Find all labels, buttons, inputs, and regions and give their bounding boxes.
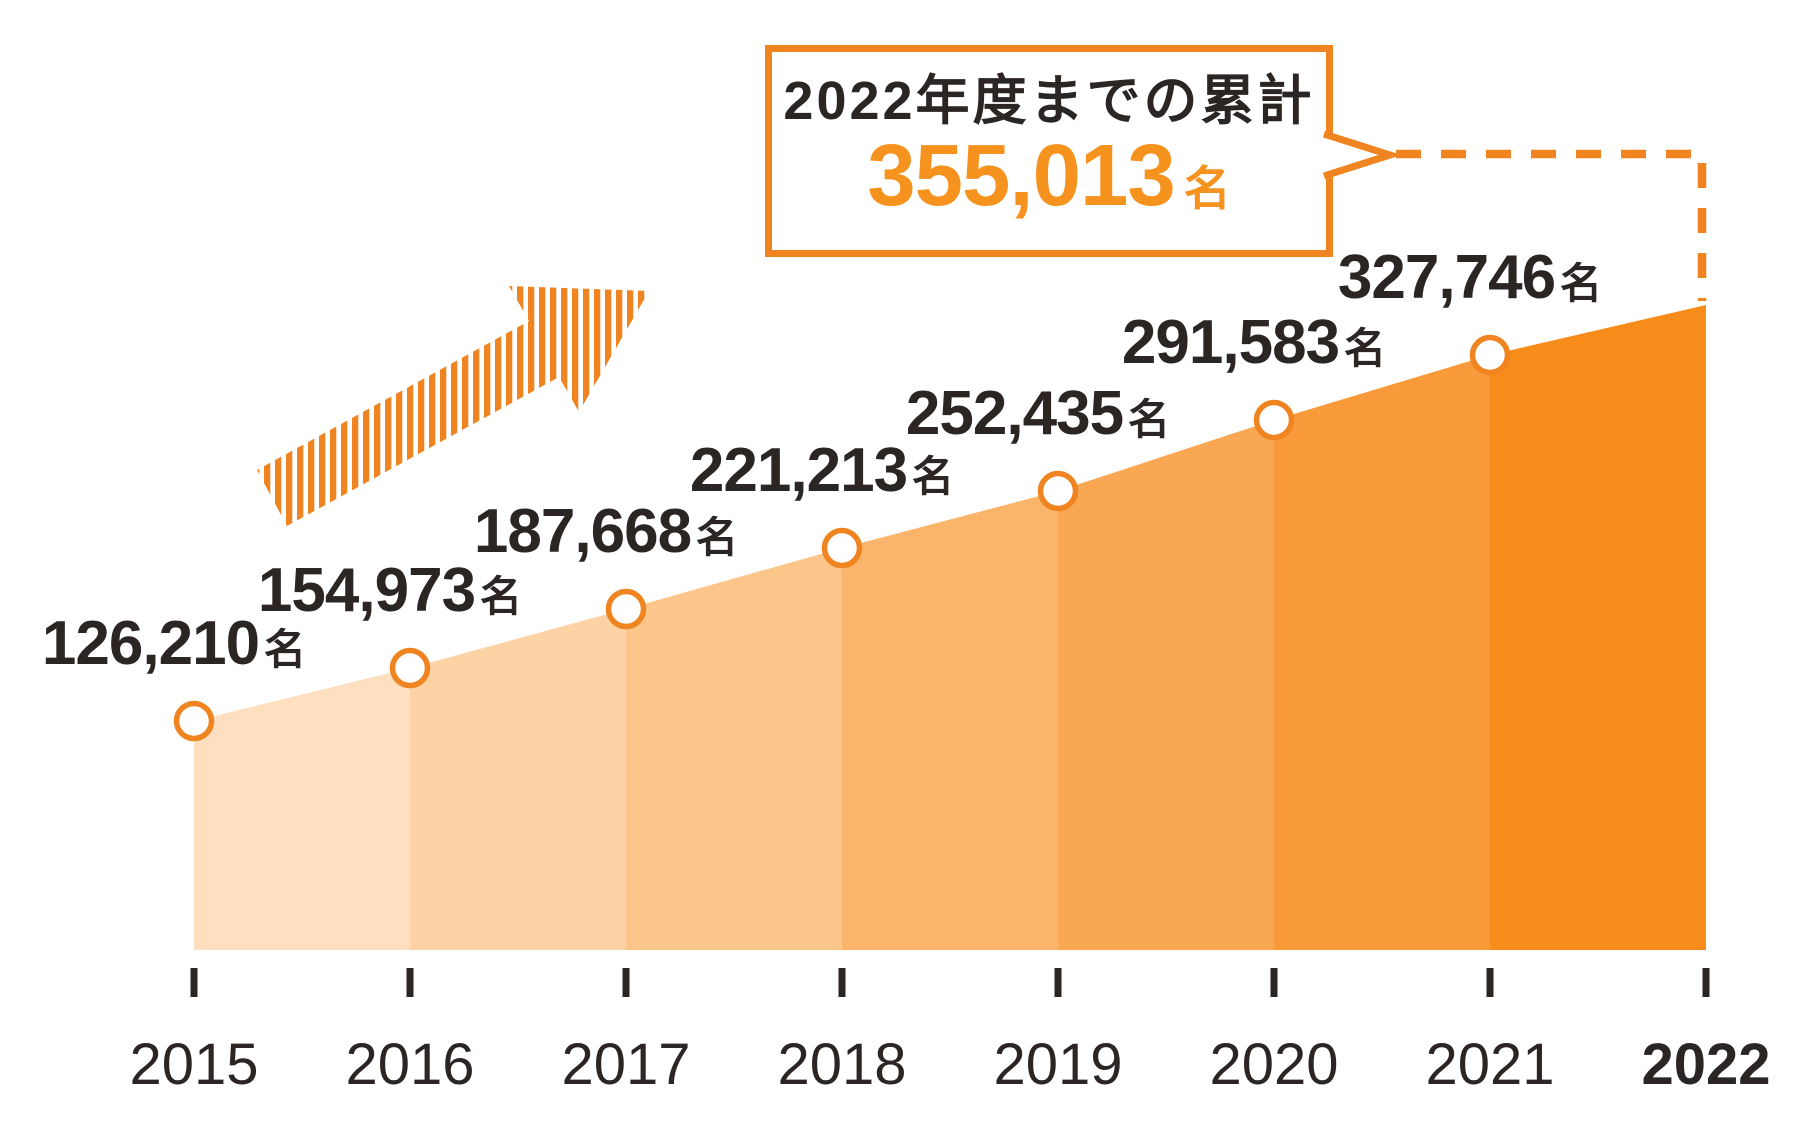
data-point-2015 [173, 700, 215, 742]
point-label-2016: 154,973 名 [257, 556, 523, 625]
callout-value: 355,013 名 [772, 130, 1326, 247]
data-point-2018 [821, 527, 863, 569]
area-band-2018 [842, 491, 1058, 950]
point-label-2020: 291,583 名 [1121, 308, 1387, 377]
data-point-2020 [1253, 399, 1295, 441]
data-point-2021 [1469, 334, 1511, 376]
area-band-2021 [1490, 305, 1706, 950]
x-axis-label-2020: 2020 [1209, 1032, 1339, 1097]
area-band-2020 [1274, 355, 1490, 950]
callout-heading: 2022年度までの累計 [783, 71, 1315, 131]
point-label-2017: 187,668 名 [473, 497, 739, 566]
x-axis-label-2017: 2017 [561, 1032, 691, 1097]
area-band-2015 [194, 668, 410, 950]
callout-number: 355,013 [867, 127, 1175, 224]
x-axis-label-2018: 2018 [777, 1032, 907, 1097]
callout-pointer-icon [1322, 130, 1402, 180]
callout-unit: 名 [1183, 162, 1231, 215]
point-label-2015: 126,210 名 [41, 609, 307, 678]
data-point-2016 [389, 647, 431, 689]
x-axis-label-2016: 2016 [345, 1032, 475, 1097]
growth-arrow-icon [257, 286, 649, 526]
callout-connector-dashed-line [1396, 149, 1707, 301]
point-label-2019: 252,435 名 [905, 379, 1171, 448]
area-bands [194, 305, 1706, 950]
x-axis-ticks [190, 968, 1710, 997]
data-point-2019 [1037, 470, 1079, 512]
x-axis-label-2019: 2019 [993, 1032, 1123, 1097]
area-band-2019 [1058, 420, 1274, 950]
x-axis-label-2022: 2022 [1641, 1032, 1771, 1097]
data-points [173, 334, 1511, 742]
x-axis-label-2021: 2021 [1425, 1032, 1555, 1097]
cumulative-callout: 2022年度までの累計 355,013 名 [765, 45, 1333, 257]
area-band-2017 [626, 548, 842, 950]
data-point-2017 [605, 588, 647, 630]
area-band-2016 [410, 609, 626, 950]
point-label-2021: 327,746 名 [1337, 243, 1603, 312]
point-label-2018: 221,213 名 [689, 436, 955, 505]
x-axis-label-2015: 2015 [129, 1032, 259, 1097]
